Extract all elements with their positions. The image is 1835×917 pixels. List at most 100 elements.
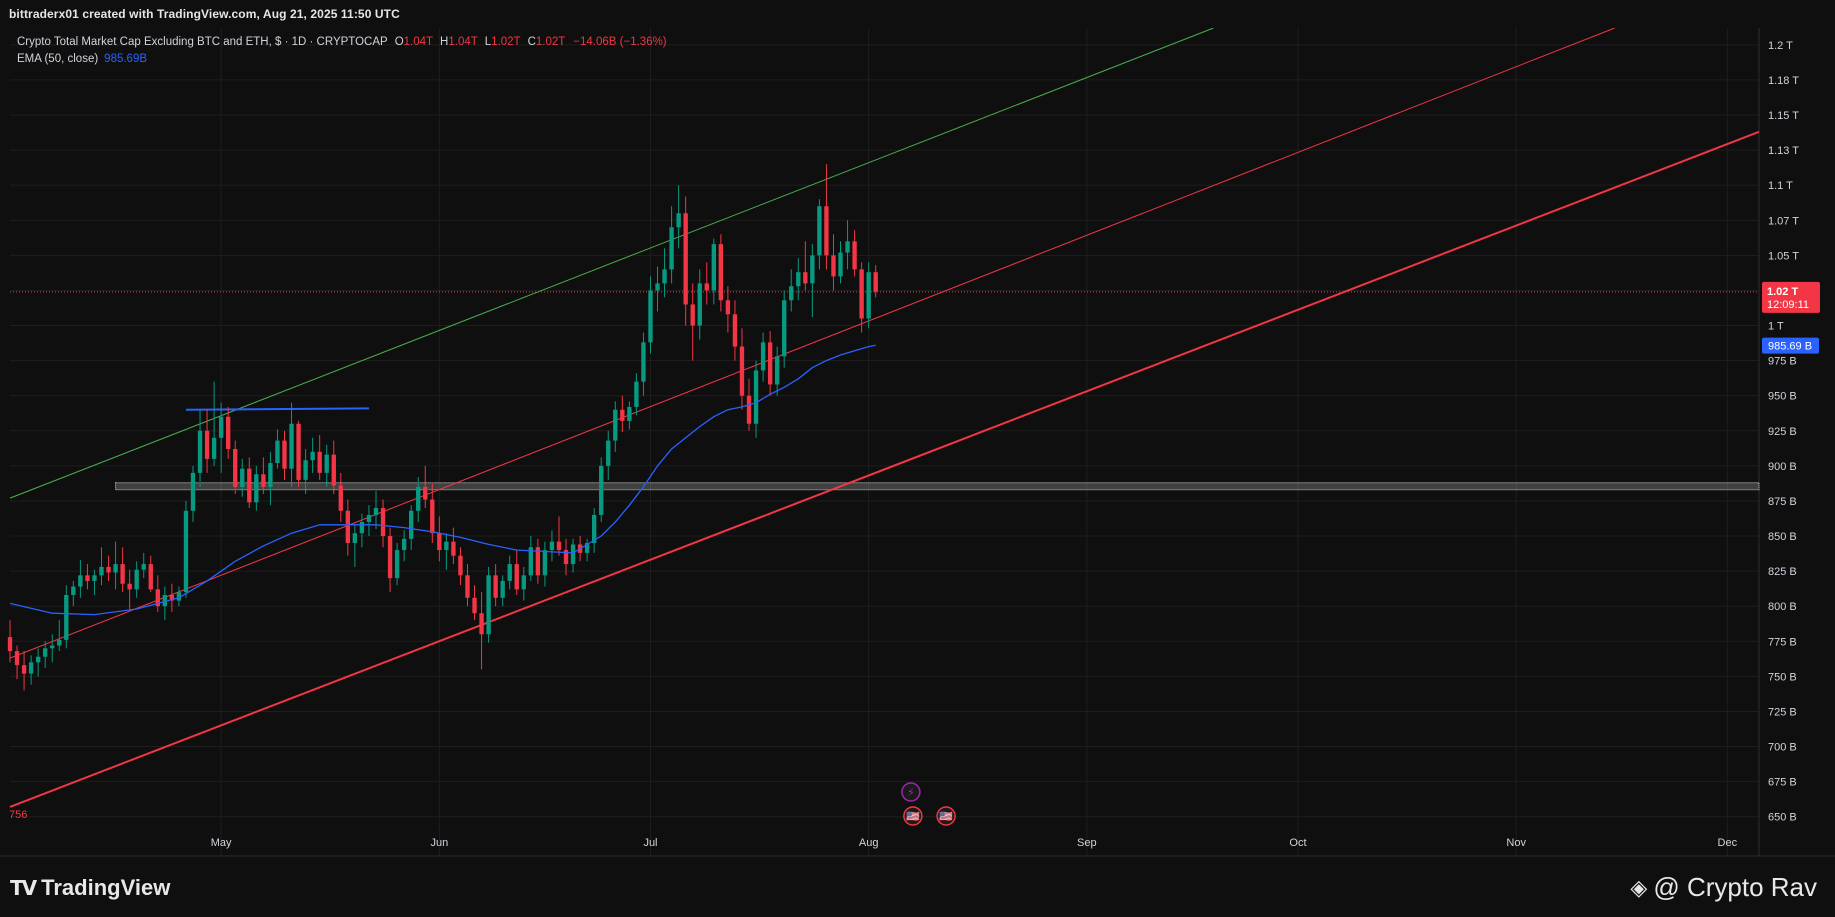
candle-body[interactable] [35,656,41,663]
candle-body[interactable] [817,206,822,256]
candle-body[interactable] [261,474,266,487]
candle-body[interactable] [831,255,836,277]
symbol-legend-row[interactable]: Crypto Total Market Cap Excluding BTC an… [17,34,667,51]
candle-body[interactable] [416,486,421,511]
candle-body[interactable] [43,648,48,657]
candle-body[interactable] [28,662,34,674]
candle-body[interactable] [85,575,90,581]
candle-body[interactable] [387,536,393,579]
candle-body[interactable] [64,594,69,640]
candle-body[interactable] [669,227,674,270]
lower-channel-line[interactable] [9,130,1760,808]
candle-body[interactable] [78,575,83,587]
us-flag-event-icon[interactable] [903,806,923,826]
ema-price-badge[interactable] [1762,337,1819,354]
candle-body[interactable] [810,255,815,284]
candle-body[interactable] [563,550,569,565]
candle-body[interactable] [866,272,871,319]
candle-body[interactable] [739,346,745,396]
candle-body[interactable] [472,597,477,614]
candle-body[interactable] [99,566,104,576]
candle-body[interactable] [732,314,738,347]
candle-body[interactable] [760,342,766,371]
candle-body[interactable] [197,430,203,473]
candle-body[interactable] [697,283,702,326]
candle-body[interactable] [556,541,562,551]
candle-body[interactable] [282,440,287,469]
candle-body[interactable] [176,592,182,601]
candle-body[interactable] [796,272,801,287]
candle-body[interactable] [373,507,379,515]
candle-body[interactable] [359,521,365,534]
candle-body[interactable] [824,206,829,256]
candle-body[interactable] [352,533,358,544]
candle-body[interactable] [648,290,653,343]
candle-body[interactable] [479,613,484,635]
candle-body[interactable] [296,423,301,480]
candle-body[interactable] [606,440,611,466]
candle-body[interactable] [92,575,97,581]
us-flag-event-icon[interactable] [936,806,956,826]
candle-body[interactable] [71,586,76,595]
candle-body[interactable] [767,342,773,385]
candle-body[interactable] [803,272,808,284]
candle-body[interactable] [134,569,139,590]
candle-body[interactable] [275,440,280,464]
candle-body[interactable] [704,283,709,291]
candle-body[interactable] [627,406,632,421]
candle-body[interactable] [599,465,604,515]
candle-body[interactable] [845,241,850,253]
candle-body[interactable] [57,639,62,646]
candle-body[interactable] [859,269,864,319]
candle-body[interactable] [493,575,498,598]
candle-body[interactable] [500,580,505,598]
candle-body[interactable] [113,564,118,573]
candle-body[interactable] [662,269,667,284]
candle-body[interactable] [148,564,153,590]
candle-body[interactable] [211,437,217,459]
candle-body[interactable] [423,486,428,500]
last-price-badge[interactable] [1762,281,1820,313]
candle-body[interactable] [584,543,590,553]
candle-body[interactable] [789,286,794,301]
candle-body[interactable] [162,594,168,607]
candle-body[interactable] [437,533,442,551]
candle-body[interactable] [514,564,519,590]
candle-body[interactable] [106,566,111,573]
candle-body[interactable] [430,499,435,534]
candle-body[interactable] [570,544,576,565]
candle-body[interactable] [507,564,512,581]
candle-body[interactable] [310,451,315,461]
tradingview-logo[interactable]: 𝗧𝗩 TradingView [10,875,170,901]
candle-body[interactable] [331,454,336,486]
candle-body[interactable] [641,342,646,382]
ema-legend-row[interactable]: EMA (50, close) 985.69B [17,51,667,68]
candle-body[interactable] [521,575,526,590]
lightning-event-icon[interactable] [901,782,921,802]
candle-body[interactable] [458,555,463,576]
middle-channel-line[interactable] [9,28,1615,659]
candle-body[interactable] [655,283,660,291]
price-chart[interactable]: 650 B 675 B 700 B 725 B 750 B 775 B 800 B 825 B… [0,28,1835,860]
candle-body[interactable] [317,451,322,473]
candle-body[interactable] [21,665,27,674]
candle-body[interactable] [366,514,372,522]
candle-body[interactable] [324,454,329,473]
candle-body[interactable] [394,550,400,579]
candle-body[interactable] [380,507,386,537]
candle-body[interactable] [535,547,541,576]
candle-body[interactable] [183,510,189,593]
candle-body[interactable] [401,538,407,551]
candle-body[interactable] [873,272,878,292]
candle-body[interactable] [233,449,238,487]
candle-body[interactable] [725,300,731,315]
candle-body[interactable] [226,416,231,450]
candle-body[interactable] [838,252,843,277]
candle-body[interactable] [852,241,857,270]
candle-body[interactable] [247,468,252,503]
candle-body[interactable] [190,472,196,511]
candle-body[interactable] [774,356,780,385]
candle-body[interactable] [338,485,343,511]
candle-body[interactable] [683,213,688,305]
candle-body[interactable] [591,514,597,544]
